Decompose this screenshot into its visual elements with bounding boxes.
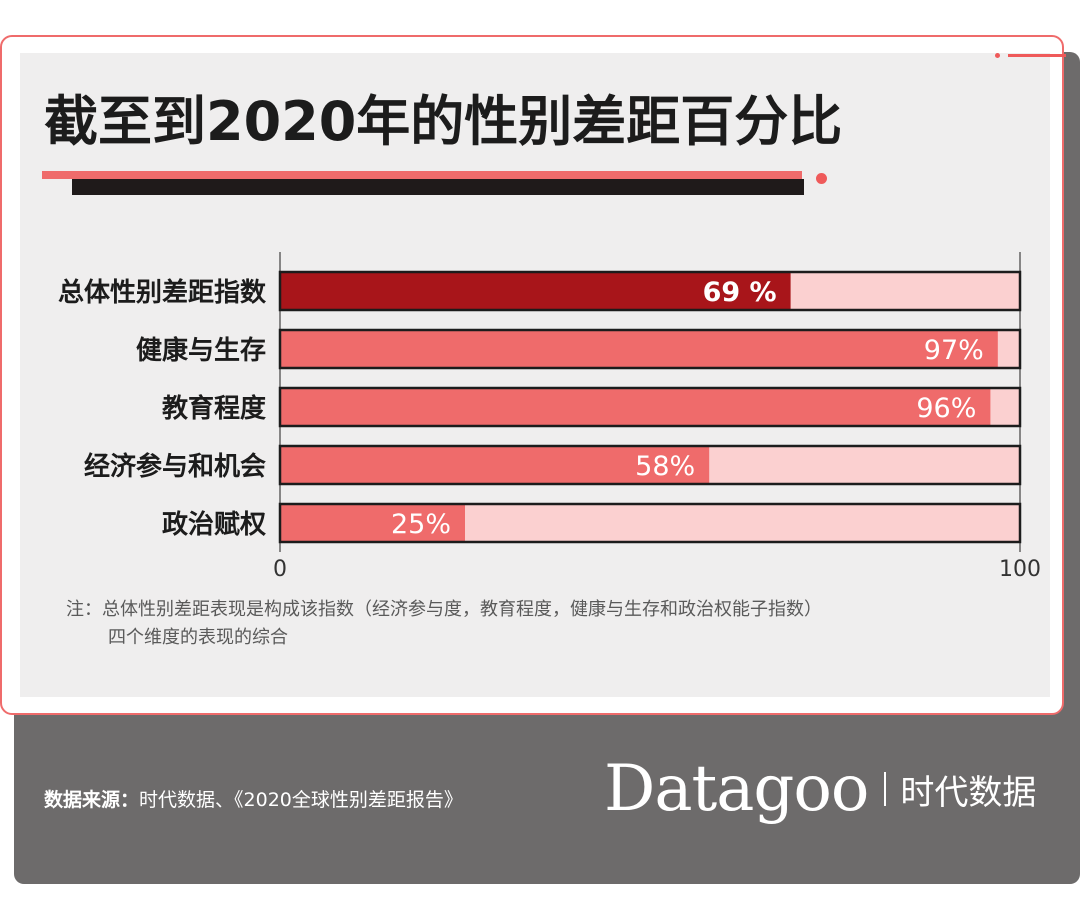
bar-chart-svg: 总体性别差距指数 69 % 健康与生存 97% 教育程度 96% 经济参与和机会 58% 政治赋… <box>58 252 1041 582</box>
source-label: 数据来源： <box>44 789 140 811</box>
brand-name-cn: 时代数据 <box>900 772 1037 813</box>
bar <box>280 446 710 484</box>
x-tick-label: 0 <box>273 557 287 582</box>
note-line-1: 注：总体性别差距表现是构成该指数（经济参与度，教育程度，健康与生存和政治权能子指… <box>66 599 822 620</box>
brand: Datagoo 时代数据 <box>604 752 1036 826</box>
x-tick-label: 100 <box>999 557 1041 582</box>
data-label: 58% <box>635 451 695 482</box>
chart-card <box>0 35 1064 715</box>
bar <box>280 504 465 542</box>
title-underline-black <box>72 179 804 195</box>
corner-accent-dot <box>995 53 1000 58</box>
data-source: 数据来源：时代数据、《2020全球性别差距报告》 <box>44 785 463 812</box>
brand-separator <box>884 772 887 806</box>
chart-note: 注：总体性别差距表现是构成该指数（经济参与度，教育程度，健康与生存和政治权能子指… <box>66 596 822 652</box>
data-label: 25% <box>391 509 451 540</box>
note-line-2: 四个维度的表现的综合 <box>108 627 288 648</box>
source-text: 时代数据、《2020全球性别差距报告》 <box>139 789 463 811</box>
bar <box>280 272 791 310</box>
data-label: 97% <box>924 335 984 366</box>
chart-title: 截至到2020年的性别差距百分比 <box>44 90 843 153</box>
bar <box>280 388 991 426</box>
category-label: 政治赋权 <box>162 509 266 540</box>
category-label: 经济参与和机会 <box>84 451 266 482</box>
category-label: 健康与生存 <box>136 335 266 366</box>
category-label: 教育程度 <box>162 393 266 424</box>
category-label: 总体性别差距指数 <box>58 277 267 308</box>
corner-accent-line <box>1008 54 1066 57</box>
title-underline-red <box>42 171 802 179</box>
data-label: 96% <box>916 393 976 424</box>
brand-logo: Datagoo <box>604 752 869 826</box>
data-label: 69 % <box>703 277 777 308</box>
bar <box>280 330 998 368</box>
title-underline-dot <box>816 173 827 184</box>
chart-card-inner <box>20 53 1050 697</box>
